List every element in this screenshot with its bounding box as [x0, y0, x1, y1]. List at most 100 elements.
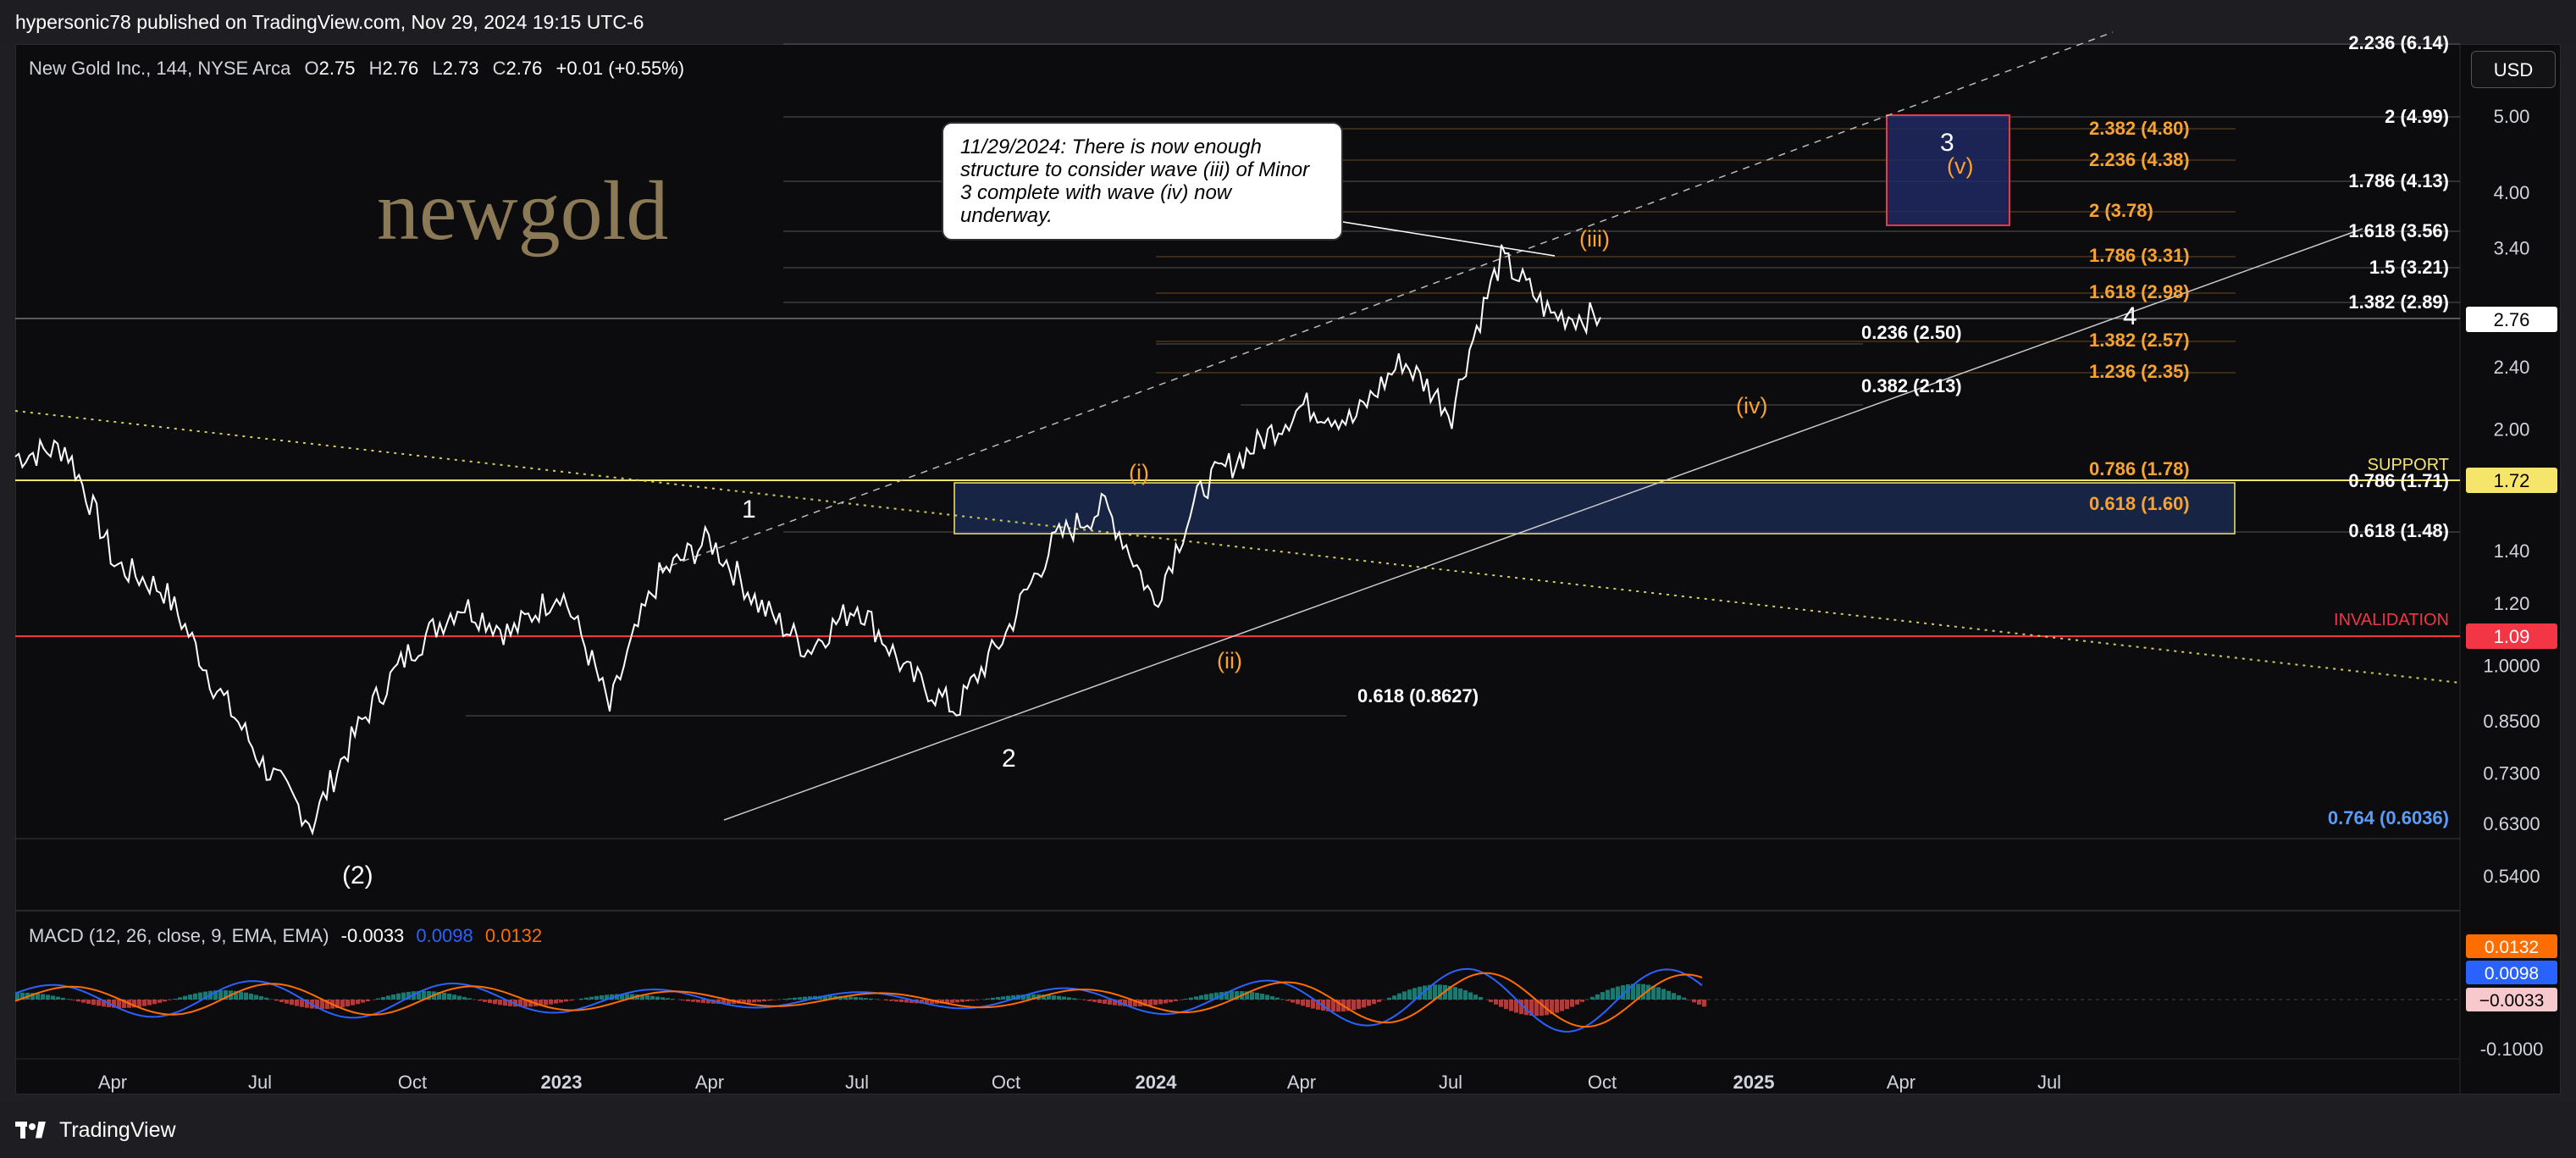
- macd-histogram-bar: [1489, 1000, 1493, 1002]
- macd-histogram-bar: [1448, 985, 1452, 1000]
- macd-histogram-bar: [727, 1000, 731, 1005]
- price-tag-invalidation-text: 1.09: [2494, 626, 2530, 647]
- macd-histogram-bar: [488, 1000, 492, 1004]
- publish-header: hypersonic78 published on TradingView.co…: [0, 0, 2576, 44]
- channel-lower-line[interactable]: [723, 228, 2363, 821]
- fib-label: 0.618 (1.48): [2348, 520, 2449, 541]
- macd-histogram-bar: [1209, 993, 1213, 1000]
- downtrend-line[interactable]: [14, 410, 2461, 684]
- macd-histogram-bar: [894, 1000, 898, 1002]
- macd-histogram-bar: [1372, 1000, 1376, 1005]
- macd-histogram-bar: [132, 1000, 136, 1008]
- macd-histogram-bar: [305, 1000, 309, 1008]
- macd-histogram-bar: [1006, 995, 1010, 1000]
- macd-histogram-bar: [1514, 1000, 1518, 1013]
- macd-histogram-bar: [1677, 995, 1681, 1000]
- macd-histogram-bar: [1595, 994, 1600, 1000]
- macd-histogram-bar: [1438, 984, 1442, 1000]
- macd-legend: MACD (12, 26, close, 9, EMA, EMA) -0.003…: [29, 925, 542, 946]
- macd-histogram-bar: [1499, 1000, 1503, 1007]
- macd-histogram-bar: [1418, 986, 1422, 1000]
- macd-histogram-bar: [808, 996, 812, 1000]
- macd-histogram-bar: [1377, 1000, 1381, 1002]
- macd-histogram-bar: [549, 1000, 553, 1005]
- macd-histogram-bar: [56, 996, 60, 1000]
- y-tick-label: 0.8500: [2483, 711, 2540, 732]
- macd-histogram-bar: [264, 997, 268, 1000]
- macd-histogram-bar: [1392, 995, 1396, 1000]
- y-tick-label: 1.40: [2494, 540, 2530, 562]
- macd-histogram-bar: [147, 1000, 152, 1006]
- macd-tag-line: 0.0098: [2466, 961, 2557, 984]
- macd-histogram-bar: [640, 995, 644, 1000]
- macd-histogram-bar: [61, 997, 65, 1000]
- annotation-callout[interactable]: 11/29/2024: There is now enough structur…: [942, 122, 1343, 241]
- macd-histogram-bar: [1423, 985, 1427, 1000]
- x-tick-label: Apr: [1287, 1072, 1316, 1093]
- price-chart[interactable]: New Gold Inc., 144, NYSE Arca O2.75 H2.7…: [0, 0, 2576, 1101]
- low-label: L: [432, 58, 442, 79]
- macd-histogram-bar: [965, 1000, 970, 1002]
- x-tick-label: Jul: [248, 1072, 272, 1093]
- macd-histogram-bar: [1184, 999, 1188, 1000]
- fib-label: 2 (3.78): [2089, 200, 2153, 221]
- macd-histogram-bar: [1453, 987, 1457, 1000]
- macd-histogram-bar: [1479, 996, 1483, 1000]
- tradingview-icon: [15, 1121, 49, 1140]
- target-zone-box[interactable]: [1886, 114, 2010, 226]
- macd-histogram-bar: [701, 1000, 705, 1003]
- macd-histogram-bar: [1560, 1000, 1564, 1011]
- macd-tag-signal-text: 0.0132: [2485, 938, 2539, 957]
- macd-histogram-bar: [290, 1000, 294, 1006]
- channel-upper-line[interactable]: [658, 31, 2114, 571]
- tradingview-brand: TradingView: [59, 1118, 176, 1142]
- macd-histogram-bar: [1143, 1000, 1147, 1006]
- wave-labels-orange: (i) (ii) (iii) (iv) (v): [1129, 153, 1973, 673]
- macd-histogram-bar: [1524, 1000, 1528, 1016]
- fib-label-blue: 0.764 (0.6036): [2328, 807, 2449, 828]
- macd-histogram-bar: [696, 1000, 700, 1003]
- wave-label-3: 3: [1940, 129, 1954, 157]
- macd-histogram-bar: [198, 992, 202, 1000]
- y-tick-label: 3.40: [2494, 237, 2530, 258]
- macd-histogram-bar: [452, 995, 456, 1000]
- macd-histogram-bar: [661, 997, 665, 1000]
- macd-histogram-bar: [752, 1000, 756, 1003]
- fib-label: 2.236 (4.38): [2089, 149, 2190, 170]
- macd-histogram-bar: [1509, 1000, 1513, 1011]
- macd-histogram-bar: [1052, 995, 1056, 1000]
- fib-label: 1.382 (2.57): [2089, 330, 2190, 351]
- macd-histogram-bar: [930, 1000, 934, 1004]
- fib-labels-white: 2.236 (6.14) 2 (4.99) 1.786 (4.13) 1.618…: [2348, 32, 2449, 541]
- macd-histogram-bar: [320, 1000, 324, 1010]
- macd-histogram-bar: [1626, 984, 1630, 1000]
- macd-histogram-bar: [1458, 988, 1462, 1000]
- macd-histogram-bar: [300, 1000, 304, 1007]
- fib-label: 1.382 (2.89): [2348, 291, 2449, 313]
- macd-histogram-bar: [1565, 1000, 1569, 1010]
- macd-histogram-bar: [1316, 1000, 1320, 1010]
- price-tag-current-bg: [2466, 307, 2557, 332]
- macd-histogram-bar: [960, 1000, 965, 1002]
- fib-label: 0.236 (2.50): [1861, 322, 1962, 343]
- macd-histogram-bar: [178, 997, 182, 1000]
- time-axis-ticks: Apr Jul Oct 2023 Apr Jul Oct 2024 Apr Jul Oct 2025 A…: [98, 1072, 2061, 1093]
- wave-label-v: (v): [1947, 153, 1973, 179]
- low-value: 2.73: [443, 58, 479, 79]
- macd-histogram-bar: [630, 994, 634, 1000]
- macd-histogram-bar: [793, 997, 797, 1000]
- macd-histogram-bar: [1026, 994, 1031, 1000]
- wave-label-ii: (ii): [1217, 648, 1242, 673]
- macd-histogram-bar: [345, 1000, 350, 1006]
- currency-button[interactable]: USD: [2471, 51, 2556, 88]
- tradingview-logo[interactable]: TradingView: [15, 1118, 176, 1143]
- macd-histogram-bar: [1540, 1000, 1544, 1017]
- macd-histogram-bar: [899, 1000, 904, 1002]
- macd-histogram-bar: [351, 1000, 355, 1006]
- macd-histogram-bar: [1550, 1000, 1554, 1015]
- macd-histogram-bar: [554, 1000, 558, 1004]
- macd-histogram-bar: [559, 1000, 563, 1003]
- support-zone-box[interactable]: [954, 482, 2236, 535]
- macd-histogram-bar: [1123, 1000, 1127, 1006]
- price-series-line: [14, 244, 1601, 836]
